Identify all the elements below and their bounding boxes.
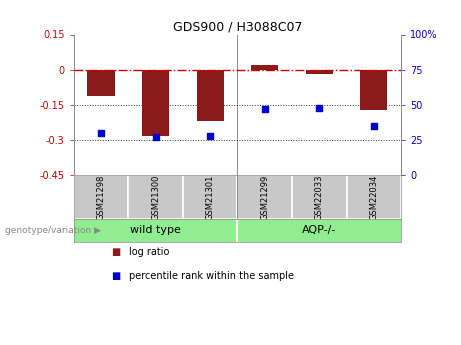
Text: GSM21298: GSM21298 xyxy=(96,175,106,220)
Bar xyxy=(196,70,224,121)
Point xyxy=(152,135,160,140)
Text: GSM22033: GSM22033 xyxy=(315,175,324,220)
Text: percentile rank within the sample: percentile rank within the sample xyxy=(129,271,294,281)
Bar xyxy=(142,70,169,136)
Text: ■: ■ xyxy=(111,247,120,257)
Bar xyxy=(88,70,115,96)
Text: wild type: wild type xyxy=(130,226,181,236)
Bar xyxy=(360,70,387,110)
Text: GSM22034: GSM22034 xyxy=(369,175,378,220)
Text: log ratio: log ratio xyxy=(129,247,170,257)
Text: AQP-/-: AQP-/- xyxy=(302,226,337,236)
Point xyxy=(370,124,378,129)
Point xyxy=(207,133,214,139)
Text: ■: ■ xyxy=(111,271,120,281)
Bar xyxy=(74,176,128,219)
Text: GSM21299: GSM21299 xyxy=(260,175,269,220)
Text: GSM21300: GSM21300 xyxy=(151,175,160,220)
Title: GDS900 / H3088C07: GDS900 / H3088C07 xyxy=(173,20,302,33)
Bar xyxy=(183,176,237,219)
Point xyxy=(315,105,323,110)
Bar xyxy=(251,65,278,70)
Bar xyxy=(347,176,401,219)
Bar xyxy=(237,176,292,219)
Bar xyxy=(292,176,347,219)
Point xyxy=(261,107,268,112)
Text: GSM21301: GSM21301 xyxy=(206,175,215,220)
Point xyxy=(97,130,105,136)
Bar xyxy=(128,176,183,219)
Text: genotype/variation ▶: genotype/variation ▶ xyxy=(5,226,100,235)
Bar xyxy=(306,70,333,75)
